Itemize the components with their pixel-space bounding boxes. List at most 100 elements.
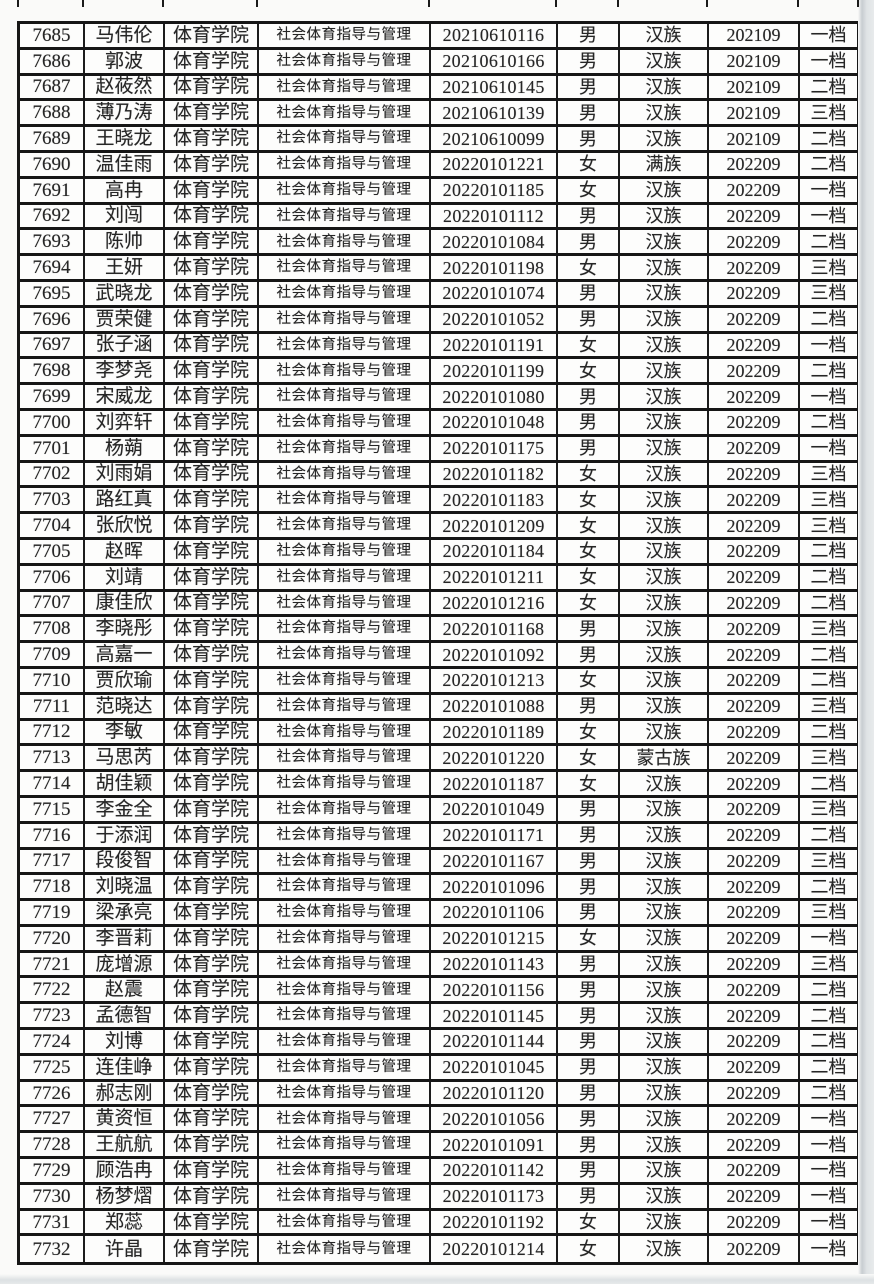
cell-serial: 7720 (20, 926, 85, 950)
cell-major: 社会体育指导与管理 (259, 281, 431, 305)
cell-serial: 7718 (20, 875, 85, 899)
cell-name: 贾荣健 (85, 307, 165, 331)
cell-name: 武晓龙 (85, 281, 165, 305)
cell-name: 刘靖 (85, 565, 165, 589)
cell-college: 体育学院 (165, 127, 259, 150)
cell-term: 202209 (709, 643, 800, 666)
cell-term: 202209 (709, 256, 800, 279)
cell-major: 社会体育指导与管理 (259, 1107, 431, 1131)
table-row: 7728 王航航 体育学院 社会体育指导与管理 20220101091 男汉族 202209… (20, 1133, 857, 1160)
cell-ethnicity: 汉族 (620, 1236, 709, 1263)
cell-name: 宋威龙 (85, 385, 165, 408)
table-row: 7687 赵莜然 体育学院 社会体育指导与管理 20210610145 男汉族 202109… (20, 75, 857, 102)
cell-term: 202209 (709, 539, 800, 563)
cell-gender: 女 (558, 720, 620, 744)
cell-student_no: 20220101092 (431, 643, 558, 666)
cell-major: 社会体育指导与管理 (259, 875, 431, 899)
cell-ethnicity: 汉族 (620, 1004, 709, 1028)
cell-student_no: 20220101192 (431, 1210, 558, 1234)
cell-name: 马思芮 (85, 746, 165, 770)
cell-major: 社会体育指导与管理 (259, 127, 431, 150)
cell-term: 202209 (709, 230, 800, 254)
cell-term: 202209 (709, 514, 800, 537)
cell-level: 一档 (810, 1134, 847, 1155)
cell-major: 社会体育指导与管理 (259, 1004, 431, 1028)
cell-term: 202209 (709, 1107, 800, 1131)
table-row: 7724 刘博 体育学院 社会体育指导与管理 20220101144 男汉族 202209 二… (20, 1030, 857, 1056)
cell-name: 许晶 (85, 1236, 165, 1263)
cell-serial: 7732 (20, 1236, 85, 1263)
cell-student_no: 20220101189 (431, 720, 558, 744)
cell-name: 薄乃涛 (85, 101, 165, 125)
cell-major: 社会体育指导与管理 (259, 1159, 431, 1182)
cell-ethnicity: 汉族 (620, 1210, 709, 1234)
cropped-row-border-stub (17, 0, 19, 7)
table-row: 7709 高嘉一 体育学院 社会体育指导与管理 20220101092 男汉族 202209… (20, 643, 857, 669)
cell-level: 二档 (810, 1083, 847, 1104)
cell-gender: 男 (558, 1107, 620, 1131)
cell-student_no: 20220101211 (431, 565, 558, 589)
cell-college: 体育学院 (165, 978, 259, 1002)
cell-level: 二档 (810, 309, 847, 330)
cell-student_no: 20220101216 (431, 591, 558, 615)
cell-level: 二档 (810, 1057, 847, 1078)
cell-serial: 7687 (20, 75, 85, 99)
cell-gender: 女 (558, 539, 620, 563)
cell-major: 社会体育指导与管理 (259, 204, 431, 228)
cell-gender: 男 (558, 127, 620, 150)
cell-term: 202209 (709, 281, 800, 305)
table-row: 7701 杨蒴 体育学院 社会体育指导与管理 20220101175 男汉族 202209 一… (20, 436, 857, 463)
cell-major: 社会体育指导与管理 (259, 488, 431, 512)
table-row: 7691 高冉 体育学院 社会体育指导与管理 20220101185 女汉族 202209 一… (20, 178, 857, 205)
cell-name: 郭波 (85, 49, 165, 73)
cell-term: 202209 (709, 410, 800, 434)
cell-level: 三档 (810, 283, 847, 304)
cell-serial: 7704 (20, 514, 85, 537)
table-row: 7712 李敏 体育学院 社会体育指导与管理 20220101189 女汉族 202209 二… (20, 720, 857, 747)
cell-name: 王晓龙 (85, 127, 165, 150)
cell-name: 杨梦熠 (85, 1184, 165, 1208)
cell-term: 202209 (709, 436, 800, 460)
cell-ethnicity: 汉族 (620, 823, 709, 847)
cell-college: 体育学院 (165, 539, 259, 563)
cell-student_no: 20220101215 (431, 926, 558, 950)
cell-serial: 7695 (20, 281, 85, 305)
cell-gender: 女 (558, 256, 620, 279)
cell-gender: 男 (558, 797, 620, 821)
cell-gender: 男 (558, 1184, 620, 1208)
cell-name: 刘闯 (85, 204, 165, 228)
cell-term: 202209 (709, 901, 800, 924)
cell-term: 202209 (709, 694, 800, 718)
cell-college: 体育学院 (165, 643, 259, 666)
cell-gender: 女 (558, 462, 620, 486)
cell-term: 202209 (709, 307, 800, 331)
cell-major: 社会体育指导与管理 (259, 1081, 431, 1105)
cell-student_no: 20220101145 (431, 1004, 558, 1028)
cell-level: 三档 (810, 696, 847, 717)
cell-gender: 男 (558, 436, 620, 460)
cell-gender: 女 (558, 359, 620, 383)
cell-name: 张子涵 (85, 333, 165, 357)
cell-college: 体育学院 (165, 256, 259, 279)
cropped-row-border-stub (82, 0, 84, 7)
cell-name: 刘雨娟 (85, 462, 165, 486)
table-row: 7708 李晓彤 体育学院 社会体育指导与管理 20220101168 男汉族 202209… (20, 617, 857, 644)
cell-college: 体育学院 (165, 436, 259, 460)
cell-major: 社会体育指导与管理 (259, 539, 431, 563)
cell-major: 社会体育指导与管理 (259, 256, 431, 279)
cell-level: 二档 (810, 154, 847, 175)
cell-major: 社会体育指导与管理 (259, 694, 431, 718)
cell-term: 202209 (709, 152, 800, 176)
table-row: 7725 连佳峥 体育学院 社会体育指导与管理 20220101045 男汉族 202209… (20, 1055, 857, 1082)
cell-level: 二档 (810, 1005, 847, 1026)
cell-major: 社会体育指导与管理 (259, 49, 431, 73)
cell-name: 王妍 (85, 256, 165, 279)
cell-term: 202209 (709, 1184, 800, 1208)
cell-term: 202209 (709, 978, 800, 1002)
cell-college: 体育学院 (165, 410, 259, 434)
table-row: 7727 黄资恒 体育学院 社会体育指导与管理 20220101056 男汉族 202209… (20, 1107, 857, 1134)
cell-college: 体育学院 (165, 385, 259, 408)
cell-ethnicity: 汉族 (620, 978, 709, 1002)
cell-student_no: 20210610116 (431, 24, 558, 47)
cell-ethnicity: 汉族 (620, 617, 709, 641)
